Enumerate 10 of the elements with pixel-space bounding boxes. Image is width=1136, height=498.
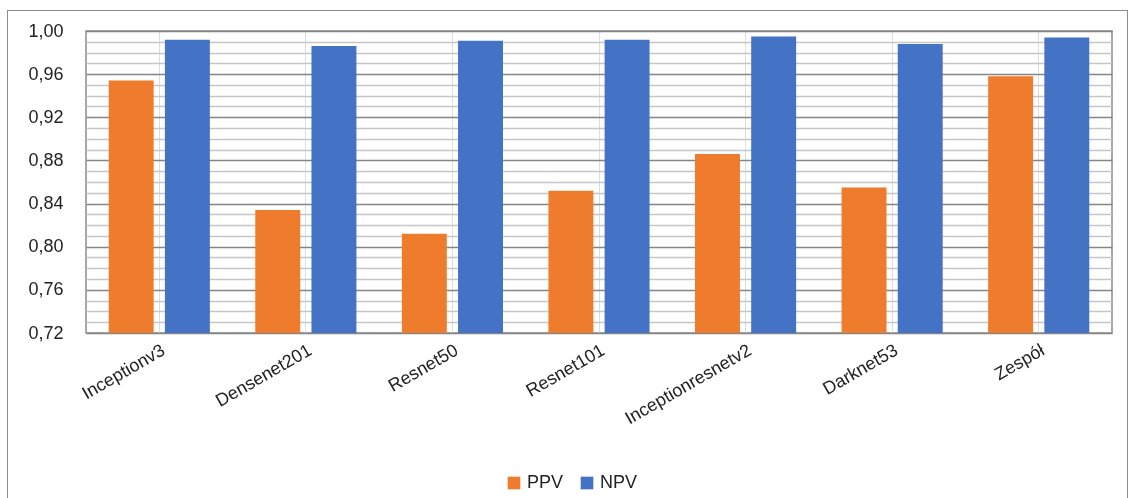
y-tick-label: 0,88: [28, 149, 64, 170]
y-tick-label: 1,00: [28, 20, 64, 41]
y-tick-label: 0,84: [28, 193, 64, 214]
y-tick-label: 0,96: [28, 63, 64, 84]
legend-label: NPV: [600, 472, 638, 492]
legend-label: PPV: [527, 472, 564, 492]
y-tick-label: 0,92: [28, 106, 64, 127]
y-tick-label: 0,72: [28, 322, 64, 343]
y-tick-label: 0,80: [28, 236, 64, 257]
y-tick-label: 0,76: [28, 279, 64, 300]
